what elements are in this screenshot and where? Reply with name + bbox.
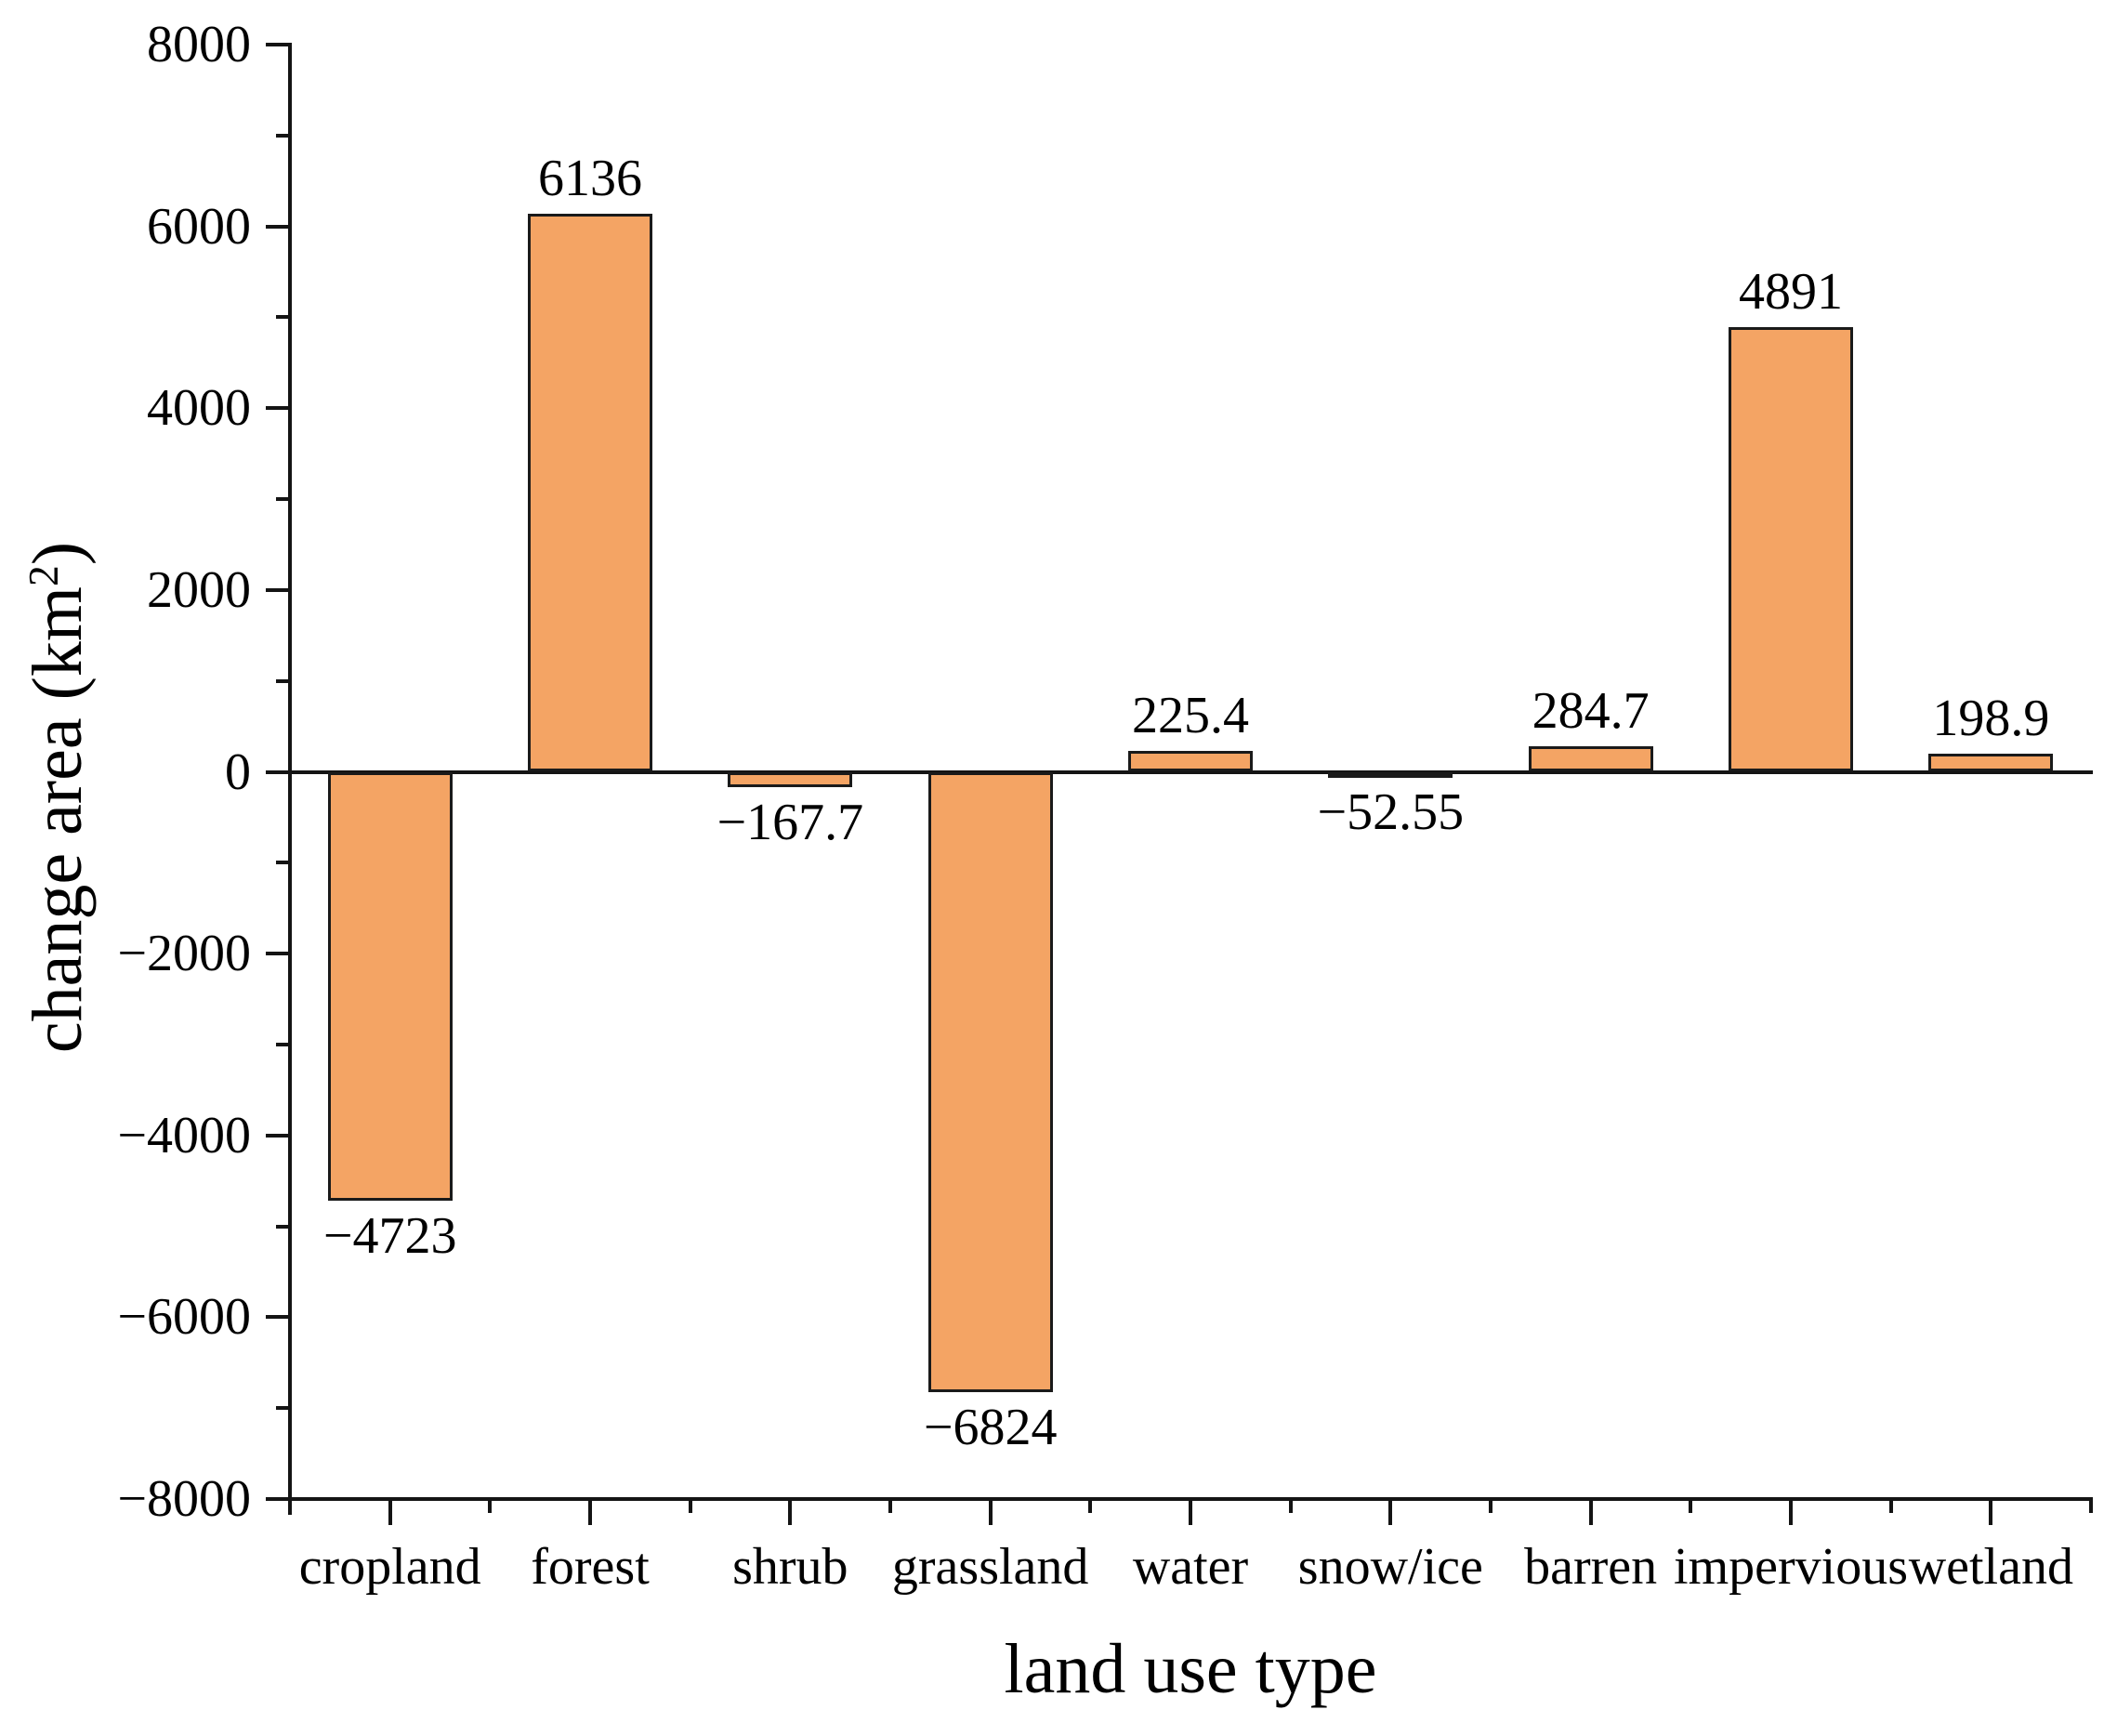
category-label: impervious — [1674, 1538, 1908, 1596]
bar — [1128, 751, 1253, 772]
y-axis-line — [288, 43, 292, 1515]
y-axis-major-tick — [266, 769, 290, 774]
category-label: cropland — [298, 1538, 481, 1596]
y-axis-tick-label: −6000 — [117, 1288, 251, 1347]
x-axis-minor-tick — [1888, 1499, 1893, 1513]
y-axis-tick-label: −8000 — [117, 1470, 251, 1528]
y-axis-tick-label: 8000 — [147, 16, 251, 73]
x-axis-major-tick — [588, 1499, 592, 1525]
bar — [728, 771, 853, 787]
x-axis-major-tick — [1189, 1499, 1192, 1525]
x-axis-title: land use type — [1004, 1630, 1377, 1708]
category-label: grassland — [891, 1538, 1089, 1596]
x-axis-minor-tick — [1689, 1499, 1693, 1513]
x-axis-major-tick — [1989, 1499, 1993, 1525]
x-axis-minor-tick — [688, 1499, 692, 1513]
bar-value-label: −4723 — [322, 1207, 457, 1266]
y-axis-tick-label: 2000 — [147, 560, 251, 619]
y-axis-minor-tick — [276, 1224, 290, 1229]
x-axis-major-tick — [388, 1499, 392, 1525]
y-axis-minor-tick — [276, 133, 290, 138]
y-axis-minor-tick — [276, 1042, 290, 1046]
category-label: shrub — [732, 1538, 848, 1596]
x-axis-minor-tick — [1489, 1499, 1492, 1513]
y-axis-major-tick — [266, 1497, 290, 1501]
y-axis-minor-tick — [276, 678, 290, 683]
bar-value-label: 225.4 — [1132, 687, 1249, 745]
bar — [1528, 745, 1653, 772]
y-axis-tick-label: 4000 — [147, 379, 251, 438]
category-label: water — [1132, 1538, 1249, 1596]
bar — [1328, 771, 1453, 778]
y-axis-major-tick — [266, 587, 290, 592]
x-axis-minor-tick — [488, 1499, 493, 1513]
y-axis-major-tick — [266, 1133, 290, 1138]
bar-value-label: 4891 — [1739, 263, 1843, 322]
bar-value-label: −167.7 — [717, 793, 864, 851]
bar-value-label: −6824 — [923, 1398, 1058, 1456]
y-axis-tick-label: 6000 — [147, 197, 251, 256]
y-axis-minor-tick — [276, 315, 290, 320]
bar — [327, 771, 453, 1202]
y-axis-major-tick — [266, 224, 290, 229]
bar-value-label: 198.9 — [1932, 690, 2050, 748]
bar-value-label: −52.55 — [1317, 783, 1465, 841]
y-axis-minor-tick — [276, 1406, 290, 1411]
y-axis-tick-label: −4000 — [117, 1106, 251, 1164]
zero-line — [288, 769, 2093, 774]
y-axis-major-tick — [266, 406, 290, 411]
y-axis-tick-label: 0 — [225, 743, 251, 801]
y-axis-tick-label: −2000 — [117, 925, 251, 983]
bar — [927, 771, 1053, 1392]
x-axis-major-tick — [1388, 1499, 1393, 1525]
bar-value-label: 284.7 — [1532, 681, 1650, 740]
x-axis-minor-tick — [1288, 1499, 1293, 1513]
y-axis-minor-tick — [276, 861, 290, 865]
x-axis-major-tick — [988, 1499, 993, 1525]
x-axis-minor-tick — [2089, 1499, 2093, 1513]
x-axis-major-tick — [1789, 1499, 1793, 1525]
category-label: forest — [531, 1538, 650, 1596]
bar-value-label: 6136 — [538, 150, 642, 208]
bar — [1729, 327, 1853, 772]
x-axis-major-tick — [1588, 1499, 1593, 1525]
category-label: wetland — [1908, 1538, 2073, 1596]
bar — [528, 214, 652, 772]
y-axis-minor-tick — [276, 497, 290, 502]
x-axis-major-tick — [788, 1499, 793, 1525]
y-axis-major-tick — [266, 952, 290, 956]
y-axis-major-tick — [266, 1315, 290, 1320]
category-label: barren — [1524, 1538, 1658, 1596]
bar — [1928, 754, 2054, 772]
x-axis-minor-tick — [1088, 1499, 1093, 1513]
y-axis-major-tick — [266, 43, 290, 46]
x-axis-minor-tick — [888, 1499, 892, 1513]
category-label: snow/ice — [1297, 1538, 1483, 1596]
